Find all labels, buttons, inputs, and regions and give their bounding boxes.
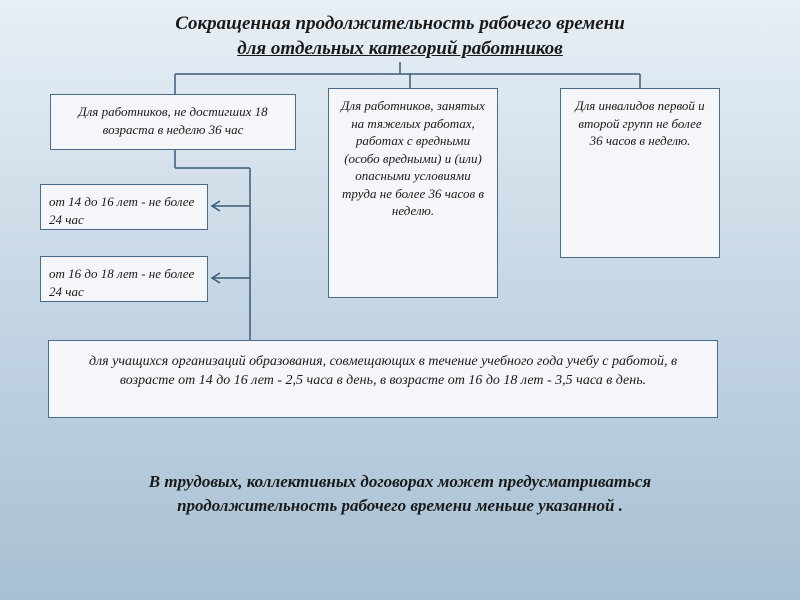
footer-note: В трудовых, коллективных договорах может…	[80, 470, 720, 518]
box-disabled: Для инвалидов первой и второй групп не б…	[560, 88, 720, 258]
box-under18-text: Для работников, не достигших 18 возраста…	[78, 104, 267, 137]
box-disabled-text: Для инвалидов первой и второй групп не б…	[575, 98, 704, 148]
box-age-14-16-text: от 14 до 16 лет - не более 24 час	[49, 194, 194, 227]
footer-text: В трудовых, коллективных договорах может…	[149, 472, 651, 515]
box-students-text: для учащихся организаций образования, со…	[89, 354, 677, 388]
title-line-2: для отдельных категорий работников	[237, 38, 563, 59]
box-students: для учащихся организаций образования, со…	[48, 340, 718, 418]
title-line-1: Сокращенная продолжительность рабочего в…	[175, 13, 625, 34]
box-age-16-18: от 16 до 18 лет - не более 24 час	[40, 256, 208, 302]
diagram-title: Сокращенная продолжительность рабочего в…	[50, 12, 750, 61]
box-hazardous: Для работников, занятых на тяжелых работ…	[328, 88, 498, 298]
box-hazardous-text: Для работников, занятых на тяжелых работ…	[341, 98, 485, 218]
box-age-14-16: от 14 до 16 лет - не более 24 час	[40, 184, 208, 230]
box-under18: Для работников, не достигших 18 возраста…	[50, 94, 296, 150]
box-age-16-18-text: от 16 до 18 лет - не более 24 час	[49, 266, 194, 299]
